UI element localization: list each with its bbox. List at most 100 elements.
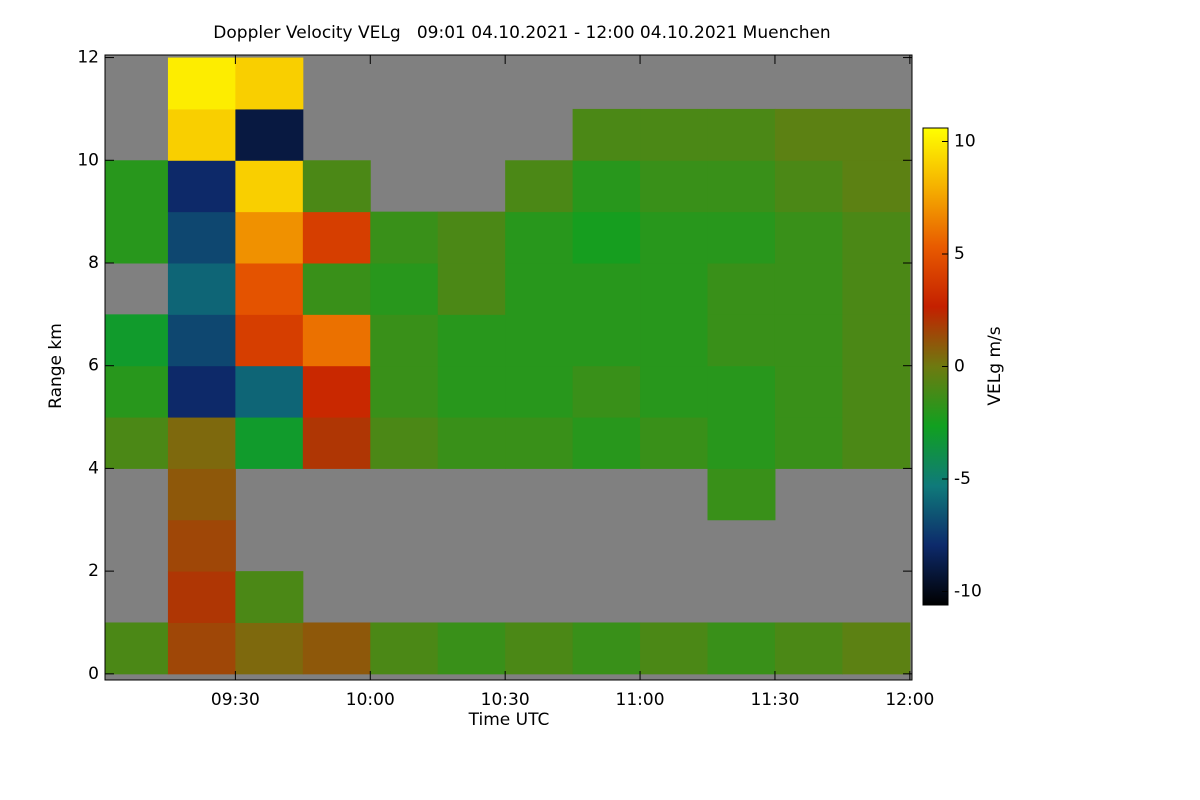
heatmap-cell: [167, 108, 236, 161]
heatmap-cell: [505, 314, 574, 367]
heatmap-cell: [842, 314, 911, 367]
heatmap-cell: [235, 211, 304, 264]
heatmap-cell: [235, 108, 304, 161]
heatmap-cell: [640, 160, 709, 213]
heatmap-cell: [167, 468, 236, 521]
heatmap-cell: [842, 262, 911, 315]
heatmap-cell: [167, 622, 236, 675]
heatmap-cell: [707, 622, 776, 675]
x-tick-label: 11:30: [750, 690, 799, 710]
y-axis-label: Range km: [46, 323, 66, 409]
heatmap-cell: [505, 622, 574, 675]
colorbar-tick-label: 0: [954, 357, 965, 377]
heatmap-cell: [370, 417, 439, 469]
heatmap-cell: [105, 211, 169, 264]
heatmap-cell: [302, 314, 371, 367]
heatmap-cell: [505, 417, 574, 469]
heatmap-cell: [370, 365, 439, 418]
heatmap-cell: [235, 314, 304, 367]
heatmap-cell: [167, 211, 236, 264]
plot-frame: [104, 54, 913, 681]
heatmap-cell: [707, 365, 776, 418]
heatmap-cell: [235, 57, 304, 110]
x-tick-label: 10:30: [481, 690, 530, 710]
heatmap-cell: [640, 622, 709, 675]
x-tick-label: 09:30: [211, 690, 260, 710]
heatmap-cell: [842, 622, 911, 675]
heatmap-cell: [842, 211, 911, 264]
x-tick-label: 12:00: [885, 690, 934, 710]
heatmap-cell: [167, 262, 236, 315]
heatmap-cell: [774, 160, 843, 213]
heatmap-cell: [842, 417, 911, 469]
heatmap-cell: [572, 622, 641, 675]
heatmap-cell: [167, 417, 236, 469]
heatmap-cell: [572, 417, 641, 469]
heatmap-cell: [235, 622, 304, 675]
heatmap-cell: [437, 211, 506, 264]
heatmap-cell: [167, 571, 236, 623]
heatmap-cell: [235, 160, 304, 213]
heatmap-cell: [640, 211, 709, 264]
heatmap-cell: [774, 108, 843, 161]
colorbar-tick-label: 10: [954, 132, 976, 152]
heatmap-cell: [707, 417, 776, 469]
heatmap-cell: [774, 365, 843, 418]
colorbar-tick-label: 5: [954, 244, 965, 264]
heatmap-cell: [505, 262, 574, 315]
heatmap-cell: [707, 314, 776, 367]
heatmap-cell: [235, 262, 304, 315]
heatmap-cell: [302, 211, 371, 264]
heatmap-cell: [370, 262, 439, 315]
heatmap-cell: [105, 160, 169, 213]
heatmap-cell: [505, 211, 574, 264]
heatmap-cell: [105, 417, 169, 469]
heatmap-cell: [572, 314, 641, 367]
heatmap-cell: [774, 417, 843, 469]
heatmap-cell: [572, 108, 641, 161]
colorbar-tick-label: -5: [954, 469, 971, 489]
heatmap-cell: [370, 314, 439, 367]
heatmap-cell: [105, 314, 169, 367]
heatmap-cell: [505, 160, 574, 213]
heatmap-cell: [235, 417, 304, 469]
heatmap-cell: [707, 160, 776, 213]
heatmap-cell: [167, 519, 236, 572]
heatmap-cell: [842, 365, 911, 418]
heatmap-cell: [437, 417, 506, 469]
heatmap-cell: [302, 262, 371, 315]
y-tick-label: 10: [77, 150, 99, 170]
heatmap-cell: [437, 262, 506, 315]
heatmap-cell: [640, 417, 709, 469]
heatmap-cell: [167, 160, 236, 213]
heatmap-cell: [640, 108, 709, 161]
y-tick-label: 8: [88, 253, 99, 273]
heatmap-cell: [302, 160, 371, 213]
heatmap-cell: [505, 365, 574, 418]
heatmap-cell: [774, 622, 843, 675]
heatmap-cell: [774, 211, 843, 264]
y-tick-label: 4: [88, 458, 99, 478]
y-tick-label: 0: [88, 664, 99, 684]
heatmap-cell: [774, 262, 843, 315]
heatmap-cell: [572, 365, 641, 418]
heatmap-cell: [774, 314, 843, 367]
heatmap-cell: [640, 262, 709, 315]
y-tick-label: 12: [77, 48, 99, 68]
x-tick-label: 10:00: [346, 690, 395, 710]
heatmap-cell: [707, 468, 776, 521]
heatmap-cell: [105, 365, 169, 418]
heatmap-cell: [640, 365, 709, 418]
x-axis-label: Time UTC: [468, 710, 550, 730]
colorbar-label: VELg m/s: [985, 326, 1005, 405]
y-tick-label: 2: [88, 561, 99, 581]
heatmap-cell: [302, 622, 371, 675]
heatmap-cell: [235, 571, 304, 623]
heatmap-cell: [370, 622, 439, 675]
heatmap-cell: [105, 622, 169, 675]
heatmap-cell: [707, 211, 776, 264]
heatmap-cell: [572, 160, 641, 213]
heatmap-cell: [707, 108, 776, 161]
heatmap-cell: [572, 262, 641, 315]
